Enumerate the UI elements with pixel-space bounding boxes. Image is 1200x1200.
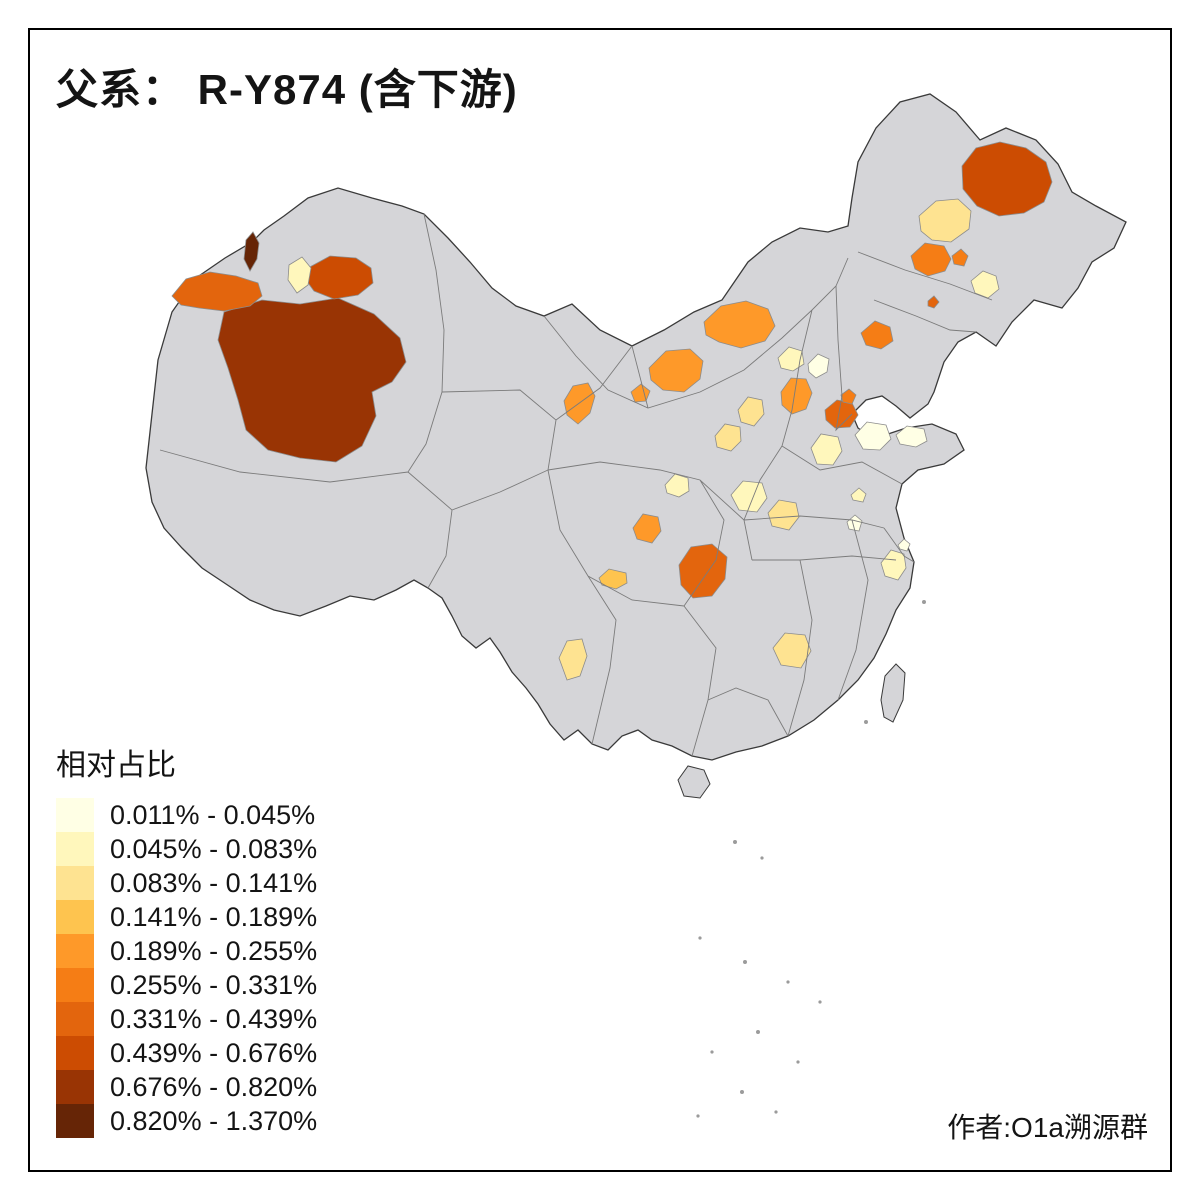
- legend-item-label: 0.439% - 0.676%: [110, 1037, 318, 1068]
- legend-swatch: [56, 1104, 94, 1138]
- legend-swatch: [56, 798, 94, 832]
- legend-item: 0.255% - 0.331%: [56, 968, 317, 1002]
- legend-item-label: 0.820% - 1.370%: [110, 1105, 318, 1136]
- map-region-hunan-east: [772, 632, 812, 669]
- map-region-henan-southeast: [767, 499, 800, 531]
- province-borders: [159, 213, 993, 757]
- legend-swatch: [56, 968, 94, 1002]
- map-region-xinjiang-north-light: [287, 256, 312, 294]
- map-region-hebei-small-orange: [840, 388, 857, 405]
- legend-title: 相对占比: [56, 749, 176, 782]
- map-region-xinjiang-sliver: [243, 231, 260, 272]
- legend-item: 0.820% - 1.370%: [56, 1104, 317, 1138]
- legend-item-label: 0.083% - 0.141%: [110, 867, 318, 898]
- map-region-jilin-east-light: [970, 270, 1000, 299]
- map-region-xinjiang-west: [171, 271, 263, 312]
- map-region-beijing-tianjin: [824, 399, 859, 429]
- map-region-jilin-west: [910, 242, 952, 277]
- legend-item-label: 0.255% - 0.331%: [110, 969, 318, 1000]
- legend: 相对占比 0.011% - 0.045% 0.045% - 0.083% 0.083…: [56, 740, 317, 1138]
- hainan-island: [677, 765, 711, 799]
- legend-swatch: [56, 866, 94, 900]
- map-region-xinjiang-north: [305, 255, 374, 300]
- legend-item-label: 0.045% - 0.083%: [110, 833, 318, 864]
- legend-item-label: 0.189% - 0.255%: [110, 935, 318, 966]
- map-region-jiangsu-shanghai: [897, 538, 911, 552]
- map-region-sichuan-south: [598, 568, 628, 590]
- map-region-shanxi-light-a: [777, 346, 805, 372]
- legend-item: 0.011% - 0.045%: [56, 798, 317, 832]
- map-region-jilin-south-dot: [927, 295, 940, 309]
- legend-swatch: [56, 832, 94, 866]
- map-region-yunnan-central: [558, 638, 588, 681]
- map-region-chongqing: [678, 543, 728, 599]
- map-region-heilongjiang-central: [918, 198, 972, 243]
- map-region-shaanxi-central: [737, 396, 765, 427]
- map-region-liaoning-west: [860, 320, 894, 350]
- map-region-hebei-south: [810, 433, 843, 466]
- map-region-shanxi-light-b: [807, 353, 830, 379]
- legend-items: 0.011% - 0.045% 0.045% - 0.083% 0.083% - 0…: [56, 798, 317, 1138]
- map-region-jilin-central: [951, 248, 969, 267]
- map-region-henan-north: [714, 423, 742, 452]
- map-region-shandong-east: [895, 425, 928, 448]
- legend-swatch: [56, 1070, 94, 1104]
- choropleth-regions: [171, 141, 1053, 681]
- figure-border: [28, 28, 1172, 1172]
- figure-title: 父系： R-Y874 (含下游): [56, 66, 518, 113]
- south-china-sea-islands: [696, 600, 926, 1118]
- map-region-inner-mongolia-west: [648, 348, 704, 393]
- attribution: 作者:O1a溯源群: [947, 1112, 1148, 1143]
- map-region-jiangsu-south: [880, 549, 907, 581]
- legend-item-label: 0.331% - 0.439%: [110, 1003, 318, 1034]
- legend-item: 0.439% - 0.676%: [56, 1036, 317, 1070]
- legend-item-label: 0.011% - 0.045%: [110, 799, 316, 830]
- map-region-gansu-central: [563, 382, 596, 425]
- legend-item: 0.676% - 0.820%: [56, 1070, 317, 1104]
- map-region-shandong-west: [854, 421, 892, 451]
- legend-item: 0.141% - 0.189%: [56, 900, 317, 934]
- legend-item: 0.331% - 0.439%: [56, 1002, 317, 1036]
- map-region-henan-central: [730, 480, 768, 513]
- legend-item-label: 0.676% - 0.820%: [110, 1071, 318, 1102]
- map-region-sichuan-north: [632, 513, 662, 544]
- map-region-inner-mongolia-central: [703, 300, 776, 349]
- legend-item: 0.189% - 0.255%: [56, 934, 317, 968]
- map-region-hebei-north: [780, 377, 813, 415]
- map-region-anhui-small: [846, 514, 863, 532]
- legend-item: 0.045% - 0.083%: [56, 832, 317, 866]
- legend-swatch: [56, 1002, 94, 1036]
- legend-swatch: [56, 1036, 94, 1070]
- legend-swatch: [56, 934, 94, 968]
- map-region-heilongjiang-north: [961, 141, 1053, 217]
- taiwan-island: [880, 663, 906, 723]
- legend-swatch: [56, 900, 94, 934]
- legend-item: 0.083% - 0.141%: [56, 866, 317, 900]
- legend-item-label: 0.141% - 0.189%: [110, 901, 318, 932]
- map-region-hubei-east: [850, 487, 867, 503]
